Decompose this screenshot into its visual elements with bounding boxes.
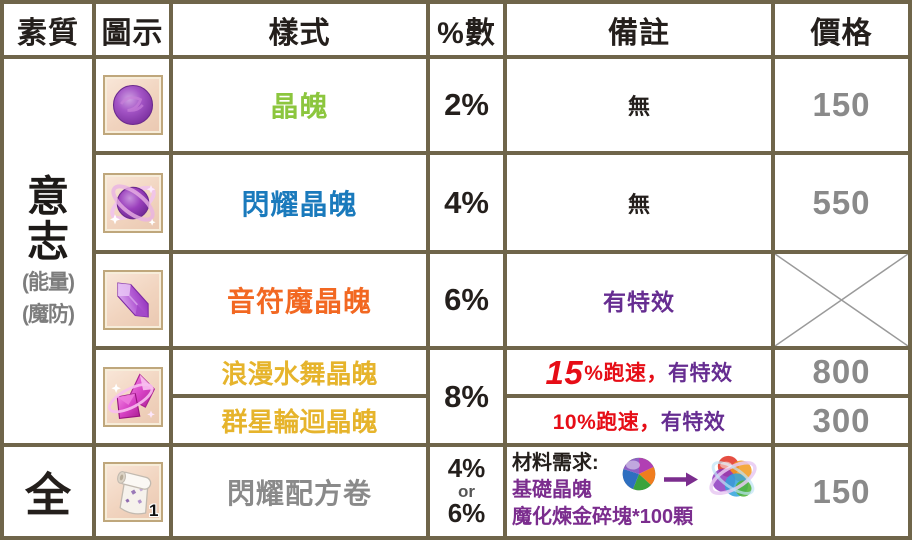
item-name-row4a: 浪漫水舞晶魄 [173,350,426,394]
percent-row1: 2% [430,59,503,151]
percent-row5: 4% or 6% [430,447,503,536]
rainbow-orb-icon [622,457,656,491]
attribute-will-cell: 意志 (能量) (魔防) [4,59,92,443]
shining-orb-graphic [109,183,156,226]
percent-row5-a: 4% [447,453,486,484]
materials-line-base-orb: 基礎晶魄 [512,479,592,501]
note-row5-materials: 材料需求: 基礎晶魄 魔化煉金碎塊*100顆 [507,447,771,536]
price-row4b: 300 [775,398,908,443]
header-attribute: 素質 [4,4,92,55]
shining-crystal-soul-orb-icon [102,172,163,233]
note-row4b-effect-text: 有特效 [660,410,726,434]
recipe-scroll-icon: 1 [102,461,163,522]
pink-cluster-graphic [107,373,155,419]
note-row2: 無 [507,155,771,250]
arrow-right-icon [664,472,698,487]
scroll-count-badge: 1 [149,500,159,520]
pink-crystal-cluster-icon [102,366,163,427]
note-row4b: 10%跑速， 有特效 [507,398,771,443]
purple-crystal-graphic [116,282,149,318]
rainbow-swirl-orb-icon [709,455,757,497]
note-row4a-speed-value: 15 [545,353,584,391]
icon-cell-row3 [96,254,169,346]
percent-row2: 4% [430,155,503,250]
purple-orb-graphic [112,84,153,126]
header-note: 備註 [507,4,771,55]
attribute-will-sub-mdef: (魔防) [22,303,75,327]
attribute-will-label: 意志 [26,172,69,265]
scroll-graphic [116,470,151,515]
cross-out-lines [775,254,908,346]
percent-row5-or: or [458,481,475,501]
icon-cell-row2 [96,155,169,250]
percent-row5-b: 6% [447,498,486,529]
icon-cell-row1 [96,59,169,151]
header-percent: %數 [430,4,503,55]
item-name-row4b: 群星輪迴晶魄 [173,398,426,443]
crystal-soul-orb-icon [102,75,163,135]
attribute-will-sub-energy: (能量) [22,271,75,295]
price-row4a: 800 [775,350,908,394]
materials-line-alchemy: 魔化煉金碎塊*100顆 [512,506,694,528]
price-row2: 550 [775,155,908,250]
price-row1: 150 [775,59,908,151]
header-style: 樣式 [173,4,426,55]
note-magic-crystal-icon [102,270,163,330]
note-row4a-effect-text: 有特效 [667,362,733,385]
item-name-row5: 閃耀配方卷 [173,447,426,536]
note-row1: 無 [507,59,771,151]
item-name-row3: 音符魔晶魄 [173,254,426,346]
note-row4a: 15 %跑速， 有特效 [507,350,771,394]
attribute-all-cell: 全 [4,447,92,536]
percent-row3: 6% [430,254,503,346]
header-price: 價格 [775,4,908,55]
materials-title: 材料需求: [512,452,599,474]
icon-cell-row4 [96,350,169,443]
header-icon: 圖示 [96,4,169,55]
item-name-row2: 閃耀晶魄 [173,155,426,250]
note-row3: 有特效 [507,254,771,346]
percent-row4: 8% [430,350,503,443]
price-row5: 150 [775,447,908,536]
note-row4b-speed-text: 10%跑速， [552,410,661,434]
item-name-row1: 晶魄 [173,59,426,151]
price-row3-crossed [775,254,908,346]
note-row4a-speed-text: %跑速， [584,362,668,385]
icon-cell-row5: 1 [96,447,169,536]
